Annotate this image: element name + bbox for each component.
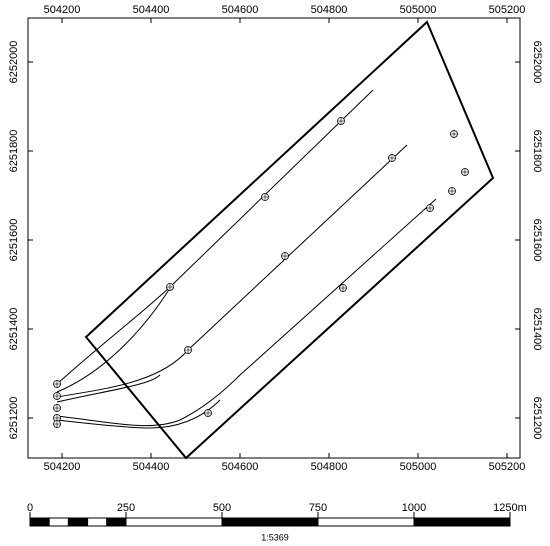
x-tick-label: 505000 [400,461,437,473]
scale-segment [48,517,69,527]
line [56,198,437,427]
survey-lines [56,89,437,429]
line [56,89,374,385]
x-tick-label: 504200 [44,461,81,473]
scale-segment [87,517,108,527]
scale-label: 750 [309,502,327,514]
x-tick-label: 504600 [222,4,259,16]
boundary [84,20,495,460]
y-tick-label: 6252000 [8,41,20,84]
line [56,287,171,393]
line [56,144,408,398]
scale-label: 0 [27,502,33,514]
scale-segment [67,517,89,527]
line [56,399,221,429]
line [56,374,161,403]
scale-label: 1000 [402,502,426,514]
scale-segment [317,517,415,527]
y-tick-label: 6251400 [531,308,543,351]
y-tick-label: 6252000 [531,41,543,84]
x-tick-label: 504400 [133,4,170,16]
x-tick-label: 504400 [133,461,170,473]
y-tick-label: 6251600 [8,219,20,262]
wells [53,117,469,428]
y-tick-label: 6251200 [531,397,543,440]
y-tick-label: 6251800 [8,130,20,173]
scale-segment [29,517,50,527]
scale-segment [106,517,127,527]
x-tick-label: 504200 [44,4,81,16]
x-tick-label: 504800 [311,4,348,16]
x-tick-label: 505000 [400,4,437,16]
scale-segment [125,517,223,527]
x-tick-label: 504600 [222,461,259,473]
map-frame [27,17,521,459]
y-tick-label: 6251800 [531,130,543,173]
scale-ratio: 1:5369 [261,532,289,542]
y-tick-label: 6251400 [8,308,20,351]
scale-segment [413,517,511,527]
y-tick-label: 6251200 [8,397,20,440]
scale-label: 250 [117,502,135,514]
x-tick-label: 505200 [489,461,526,473]
x-tick-label: 504800 [311,461,348,473]
x-tick-label: 505200 [489,4,526,16]
scale-segment [221,517,319,527]
y-tick-label: 6251600 [531,219,543,262]
scale-label: 1250m [493,502,527,514]
scale-label: 500 [213,502,231,514]
